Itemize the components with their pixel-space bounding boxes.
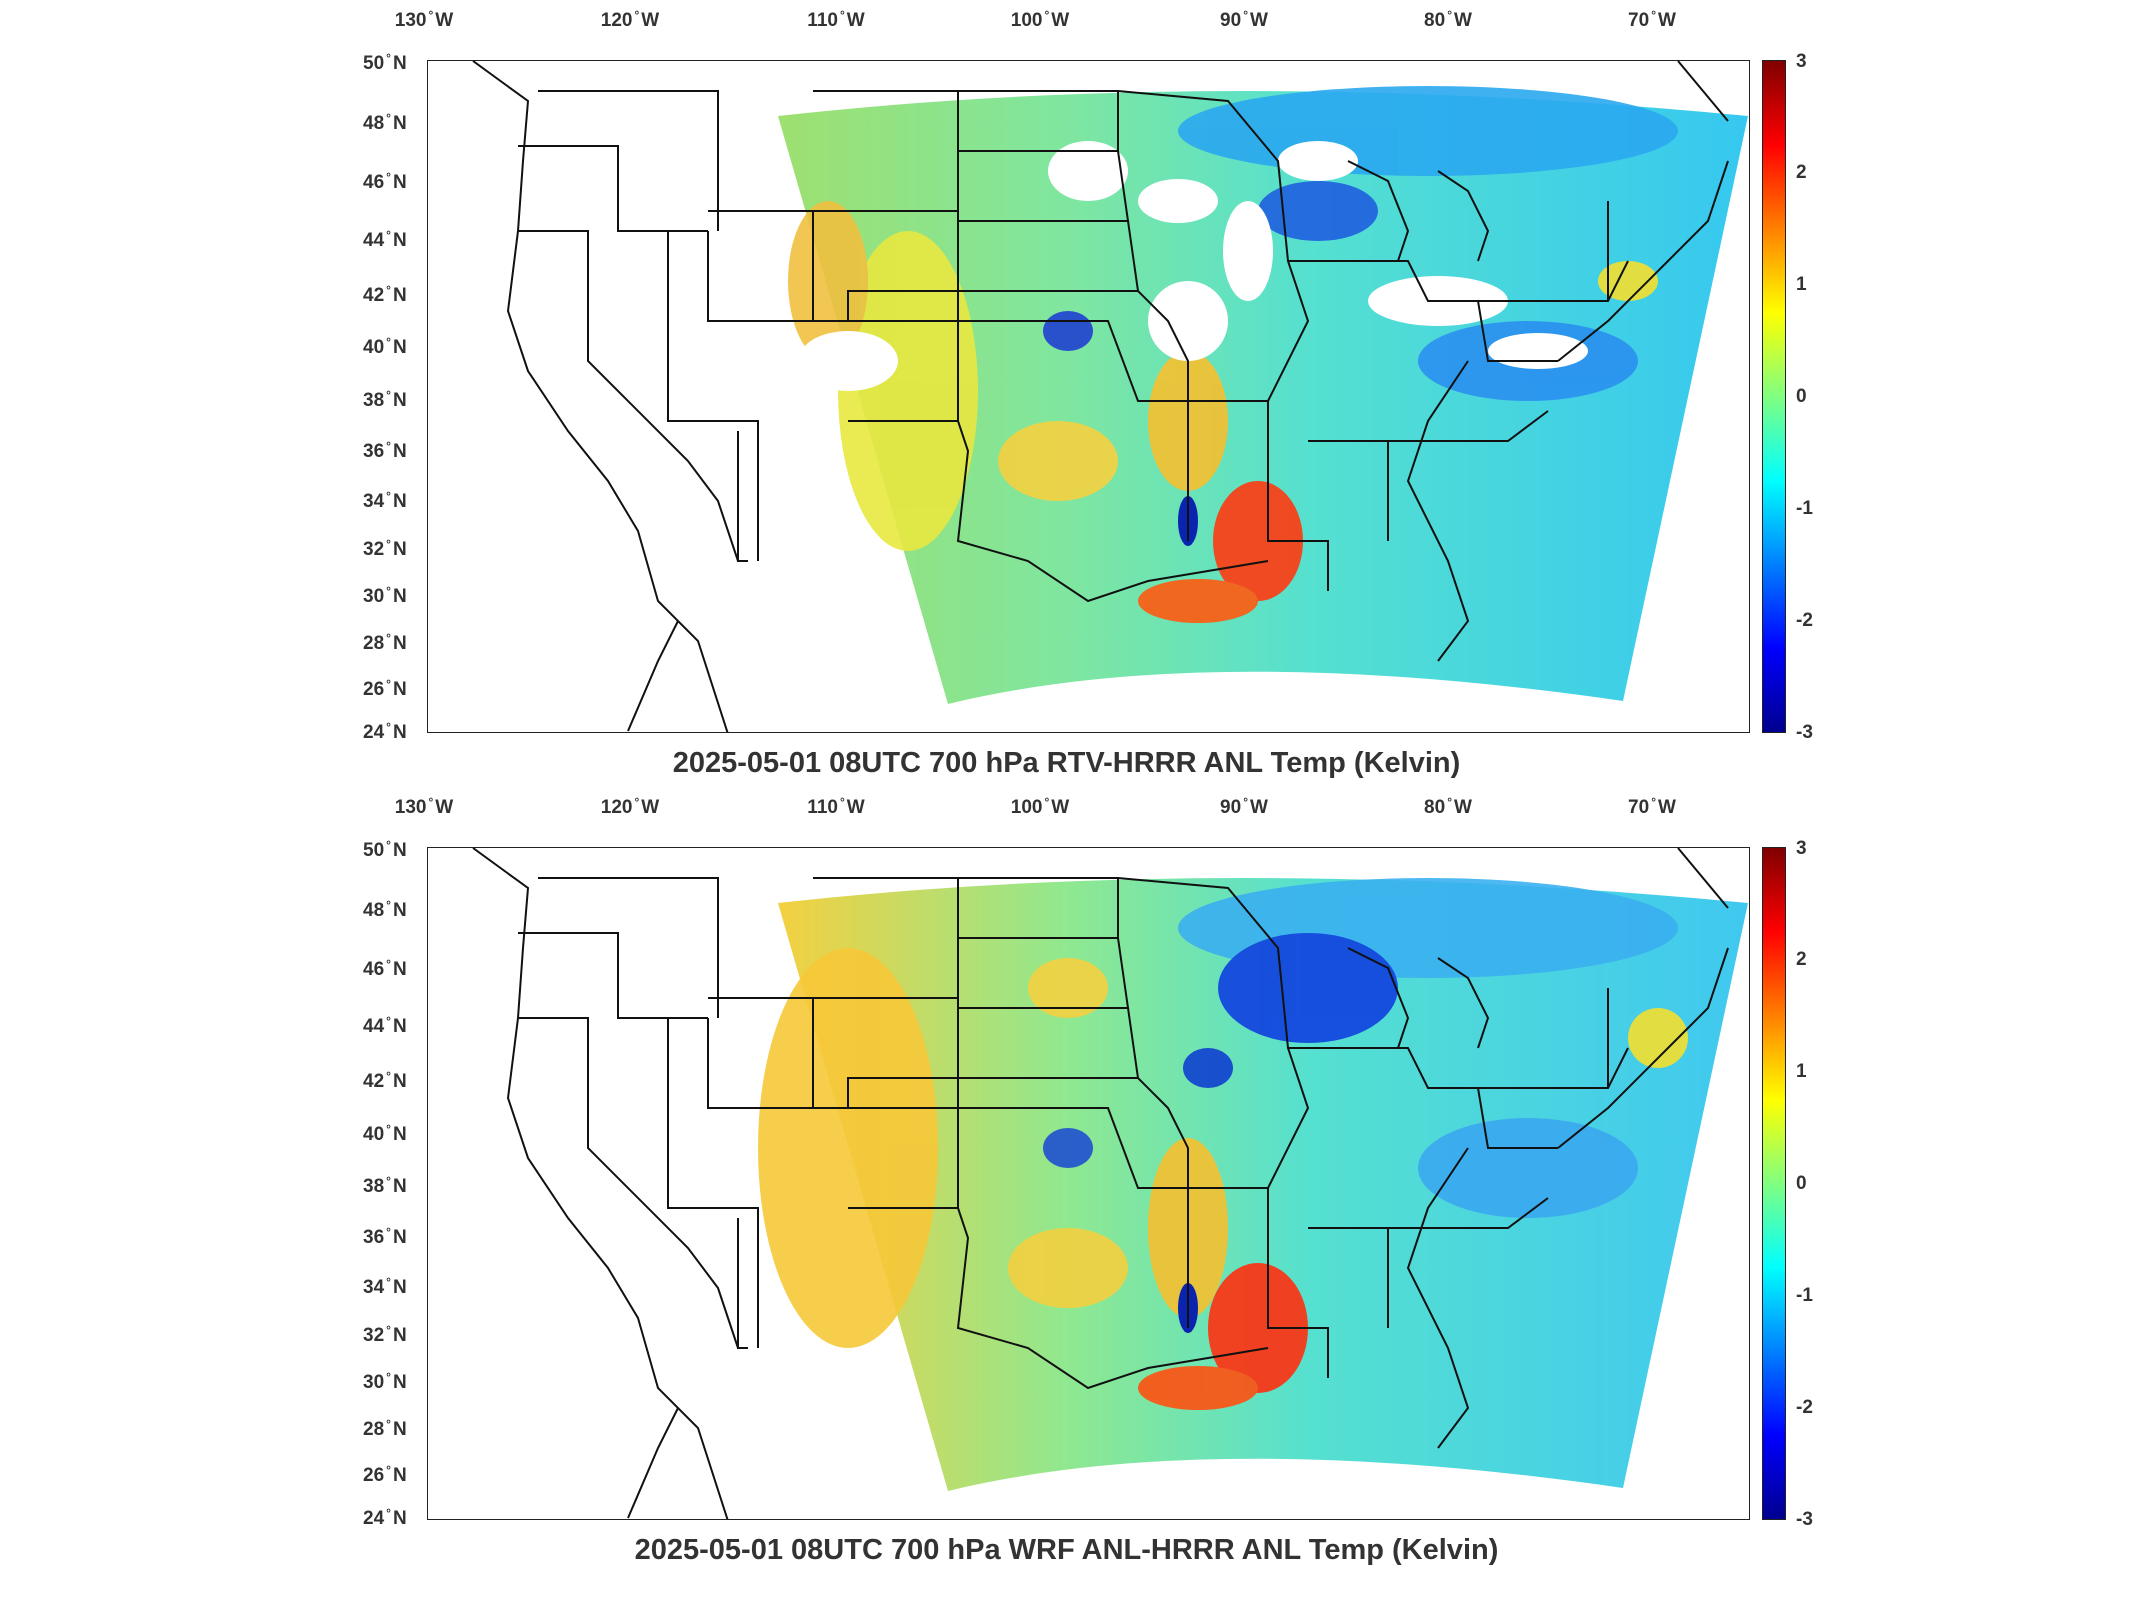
data-domain — [778, 878, 1748, 1491]
colorbar-tick: -2 — [1796, 1397, 1813, 1418]
colorbar — [1762, 60, 1786, 733]
lat-tick-label: 42 ° N — [363, 283, 407, 306]
lon-tick-label: 90 ° W — [1220, 8, 1268, 31]
lat-tick-label: 50 ° N — [363, 838, 407, 861]
anomaly-patches — [758, 878, 1688, 1410]
colorbar-tick: 1 — [1796, 1061, 1807, 1082]
map-title: 2025-05-01 08UTC 700 hPa WRF ANL-HRRR AN… — [634, 1534, 1499, 1566]
colorbar-tick: 2 — [1796, 162, 1807, 183]
map-title: 2025-05-01 08UTC 700 hPa RTV-HRRR ANL Te… — [672, 747, 1461, 779]
lon-tick-label: 70 ° W — [1628, 8, 1676, 31]
colorbar-tick: 3 — [1796, 51, 1807, 72]
lat-tick-label: 24 ° N — [363, 1506, 407, 1529]
lon-tick-label: 100 ° W — [1010, 795, 1070, 818]
lat-tick-label: 36 ° N — [363, 1225, 407, 1248]
lat-tick-label: 32 ° N — [363, 537, 407, 560]
lon-tick-label: 80 ° W — [1424, 795, 1472, 818]
lat-tick-label: 26 ° N — [363, 677, 407, 700]
colorbar-tick: 3 — [1796, 838, 1807, 859]
colorbar-tick: -3 — [1796, 722, 1813, 743]
lat-tick-label: 46 ° N — [363, 170, 407, 193]
lat-tick-label: 44 ° N — [363, 1014, 407, 1037]
map-frame — [427, 847, 1750, 1520]
map-canvas — [472, 61, 1748, 732]
lat-tick-label: 42 ° N — [363, 1069, 407, 1092]
lat-tick-label: 44 ° N — [363, 228, 407, 251]
map-frame — [427, 60, 1750, 733]
lon-tick-label: 80 ° W — [1424, 8, 1472, 31]
lat-tick-label: 24 ° N — [363, 720, 407, 743]
colorbar-tick: -1 — [1796, 498, 1813, 519]
colorbar-tick: 2 — [1796, 949, 1807, 970]
lat-tick-label: 30 ° N — [363, 1370, 407, 1393]
lat-tick-label: 48 ° N — [363, 111, 407, 134]
lat-tick-label: 28 ° N — [363, 1417, 407, 1440]
lat-tick-label: 30 ° N — [363, 584, 407, 607]
lat-tick-label: 34 ° N — [363, 489, 407, 512]
lat-tick-label: 38 ° N — [363, 388, 407, 411]
colorbar-tick: -2 — [1796, 610, 1813, 631]
colorbar-tick: 0 — [1796, 386, 1807, 407]
lat-tick-label: 46 ° N — [363, 957, 407, 980]
lat-tick-label: 38 ° N — [363, 1174, 407, 1197]
lon-tick-label: 110 ° W — [807, 8, 865, 31]
lat-tick-label: 40 ° N — [363, 335, 407, 358]
lon-tick-label: 130 ° W — [394, 8, 454, 31]
lat-tick-label: 28 ° N — [363, 631, 407, 654]
missing-data — [798, 141, 1588, 391]
lat-tick-label: 48 ° N — [363, 898, 407, 921]
colorbar-tick: -1 — [1796, 1285, 1813, 1306]
lat-tick-label: 32 ° N — [363, 1323, 407, 1346]
lat-tick-label: 26 ° N — [363, 1463, 407, 1486]
lon-tick-label: 90 ° W — [1220, 795, 1268, 818]
colorbar-tick: 0 — [1796, 1173, 1807, 1194]
colorbar-tick: -3 — [1796, 1509, 1813, 1530]
lat-tick-label: 50 ° N — [363, 51, 407, 74]
coastlines-borders — [472, 61, 1729, 732]
lon-tick-label: 70 ° W — [1628, 795, 1676, 818]
colorbar — [1762, 847, 1786, 1520]
lat-tick-label: 40 ° N — [363, 1122, 407, 1145]
lon-tick-label: 120 ° W — [600, 795, 660, 818]
lon-tick-label: 100 ° W — [1010, 8, 1070, 31]
colorbar-tick: 1 — [1796, 274, 1807, 295]
lat-tick-label: 36 ° N — [363, 439, 407, 462]
lon-tick-label: 120 ° W — [600, 8, 660, 31]
lat-tick-label: 34 ° N — [363, 1275, 407, 1298]
lon-tick-label: 130 ° W — [394, 795, 454, 818]
coastlines-borders — [472, 848, 1729, 1519]
lon-tick-label: 110 ° W — [807, 795, 865, 818]
data-domain — [778, 91, 1748, 704]
map-canvas — [472, 848, 1748, 1519]
